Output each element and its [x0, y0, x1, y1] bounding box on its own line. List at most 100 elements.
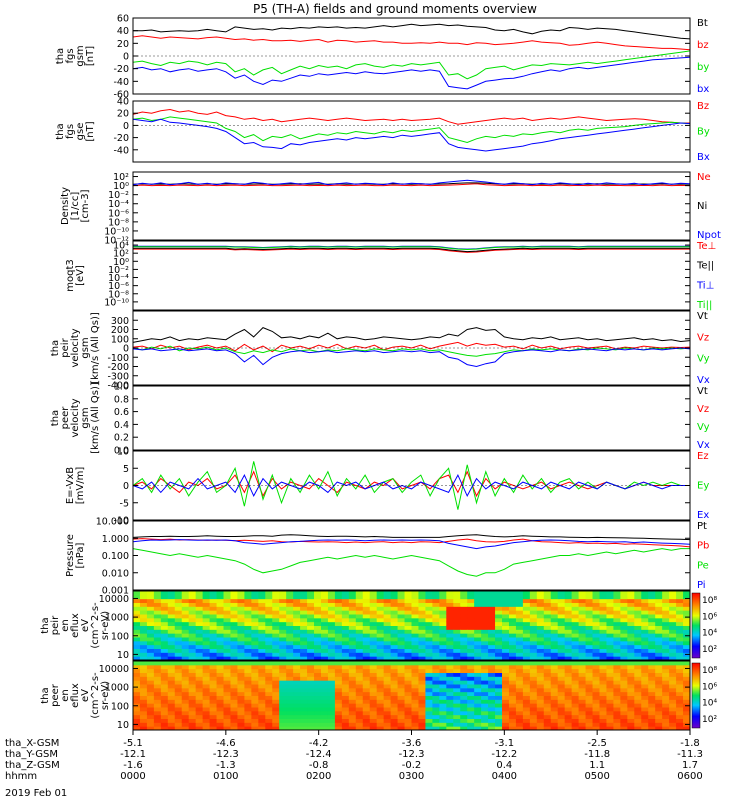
flux-cell: [209, 699, 218, 704]
flux-cell: [557, 714, 566, 719]
flux-cell: [599, 644, 607, 649]
ytick-label: 10⁻¹²: [104, 236, 129, 247]
flux-cell: [244, 726, 252, 731]
flux-cell: [502, 644, 510, 649]
xaxis-tick-label: -1.6: [123, 760, 143, 771]
flux-cell: [453, 691, 461, 696]
flux-cell: [139, 606, 148, 611]
ytick-label: -300: [107, 371, 129, 382]
flux-cell: [613, 707, 621, 712]
flux-cell: [300, 664, 308, 670]
flux-cell: [571, 656, 580, 661]
flux-cell: [529, 614, 538, 619]
flux-cell: [244, 668, 252, 673]
flux-cell: [348, 591, 357, 596]
flux-cell: [223, 637, 231, 642]
flux-cell: [181, 726, 190, 731]
series-line-Bt: [133, 23, 691, 40]
flux-cell: [683, 680, 691, 685]
flux-cell: [230, 614, 238, 619]
flux-cell: [341, 691, 350, 696]
flux-cell: [585, 621, 594, 626]
flux-cell: [188, 710, 197, 716]
flux-cell: [515, 610, 524, 615]
flux-cell: [202, 614, 211, 619]
flux-cell: [272, 707, 280, 712]
flux-cell: [216, 684, 225, 689]
flux-cell: [488, 710, 496, 716]
flux-cell: [153, 707, 162, 712]
flux-cell: [334, 594, 343, 600]
flux-cell: [404, 606, 412, 611]
flux-cell: [202, 625, 211, 630]
xaxis-tick-label: -12.2: [491, 749, 517, 760]
flux-cell: [439, 617, 447, 623]
flux-cell: [453, 606, 461, 611]
ytick-label: 20: [117, 109, 129, 120]
flux-cell: [599, 656, 607, 661]
flux-cell: [669, 614, 677, 619]
flux-cell: [265, 625, 273, 630]
flux-cell: [550, 621, 559, 626]
flux-cell: [216, 640, 225, 646]
flux-cell: [564, 640, 573, 646]
flux-cell: [641, 621, 649, 626]
flux-cell: [251, 676, 259, 681]
flux-cell: [641, 695, 649, 700]
flux-cell: [613, 625, 621, 630]
flux-cell: [160, 707, 169, 712]
flux-cell: [355, 621, 364, 626]
flux-cell: [662, 664, 670, 670]
flux-cell: [230, 691, 238, 696]
flux-cell: [146, 652, 155, 657]
flux-cell: [139, 714, 148, 719]
flux-cell: [620, 672, 628, 677]
flux-cell: [230, 617, 238, 623]
flux-cell: [613, 661, 621, 666]
flux-cell: [153, 598, 162, 603]
flux-cell: [508, 695, 517, 700]
flux-cell: [300, 652, 308, 657]
flux-cell: [411, 621, 419, 626]
flux-cell: [676, 676, 684, 681]
flux-cell: [439, 699, 447, 704]
flux-cell: [341, 606, 350, 611]
flux-cell: [383, 661, 392, 666]
flux-cell: [620, 664, 628, 670]
flux-cell: [383, 617, 392, 623]
flux-cell: [599, 691, 607, 696]
flux-cell: [411, 637, 419, 642]
flux-cell: [300, 629, 308, 634]
flux-cell: [376, 621, 385, 626]
flux-cell: [571, 633, 580, 638]
flux-cell: [300, 606, 308, 611]
flux-cell: [293, 598, 301, 603]
flux-cell: [314, 617, 322, 623]
flux-cell: [223, 699, 231, 704]
flux-cell: [439, 640, 447, 646]
flux-cell: [655, 640, 663, 646]
flux-cell: [320, 703, 329, 708]
flux-cell: [320, 699, 329, 704]
ylabel-line: sr-eV): [100, 681, 111, 710]
flux-cell: [655, 726, 663, 731]
flux-cell: [181, 664, 190, 670]
flux-cell: [432, 598, 440, 603]
flux-cell: [188, 614, 197, 619]
flux-cell: [244, 661, 252, 666]
flux-cell: [153, 633, 162, 638]
flux-cell: [508, 617, 517, 623]
flux-cell: [536, 703, 545, 708]
flux-cell: [202, 637, 211, 642]
flux-cell: [146, 644, 155, 649]
flux-cell: [272, 652, 280, 657]
flux-cell: [627, 726, 635, 731]
flux-cell: [481, 672, 489, 677]
flux-cell: [139, 676, 148, 681]
flux-cell: [390, 710, 399, 716]
flux-cell: [474, 680, 482, 685]
flux-cell: [167, 644, 176, 649]
flux-cell: [453, 594, 461, 600]
flux-cell: [230, 726, 238, 731]
flux-cell: [314, 664, 322, 670]
